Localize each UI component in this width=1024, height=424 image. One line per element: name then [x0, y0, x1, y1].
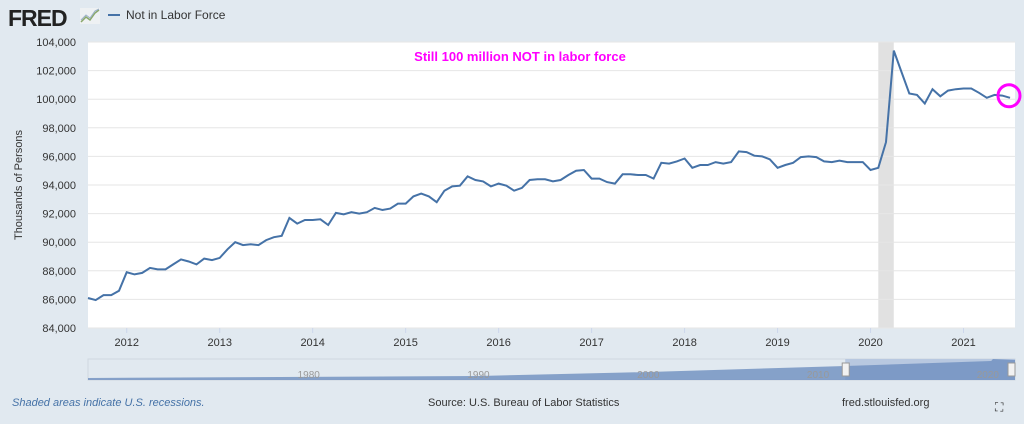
y-tick-label: 86,000	[42, 294, 76, 306]
recession-note: Shaded areas indicate U.S. recessions.	[12, 397, 205, 409]
legend[interactable]: Not in Labor Force	[108, 8, 225, 22]
chart-line-icon	[80, 8, 100, 24]
y-tick-label: 102,000	[36, 66, 76, 78]
fred-logo[interactable]: FRED	[8, 5, 68, 31]
navigator-handle[interactable]	[841, 362, 850, 377]
source-note: Source: U.S. Bureau of Labor Statistics	[428, 397, 620, 409]
y-tick-label: 90,000	[42, 237, 76, 249]
site-link[interactable]: fred.stlouisfed.org	[842, 397, 930, 409]
legend-swatch	[108, 14, 120, 16]
x-tick-label: 2020	[858, 337, 882, 349]
y-tick-label: 104,000	[36, 37, 76, 49]
y-tick-label: 96,000	[42, 151, 76, 163]
navigator-tick-label: 2000	[637, 370, 660, 381]
x-tick-label: 2015	[393, 337, 417, 349]
navigator-area	[88, 359, 1015, 380]
navigator-tick-label: 2010	[807, 370, 830, 381]
x-tick-label: 2021	[951, 337, 975, 349]
navigator-handle[interactable]	[1007, 362, 1016, 377]
fullscreen-icon[interactable]: ⛶	[995, 400, 1004, 414]
x-tick-label: 2014	[300, 337, 324, 349]
y-tick-label: 98,000	[42, 123, 76, 135]
x-tick-label: 2018	[672, 337, 696, 349]
series-line	[87, 50, 1011, 302]
x-tick-label: 2013	[207, 337, 231, 349]
legend-label: Not in Labor Force	[126, 8, 226, 22]
y-tick-label: 94,000	[42, 180, 76, 192]
navigator-tick-label: 1980	[298, 370, 321, 381]
x-tick-label: 2016	[486, 337, 510, 349]
y-tick-label: 92,000	[42, 209, 76, 221]
annotation-circle	[996, 83, 1022, 109]
y-axis-label: Thousands of Persons	[13, 129, 25, 240]
navigator-tick-label: 1990	[467, 370, 490, 381]
annotation-text: Still 100 million NOT in labor force	[414, 49, 626, 64]
x-tick-label: 2012	[114, 337, 138, 349]
x-tick-label: 2017	[579, 337, 603, 349]
y-tick-label: 88,000	[42, 266, 76, 278]
y-tick-label: 84,000	[42, 323, 76, 335]
y-tick-label: 100,000	[36, 94, 76, 106]
x-tick-label: 2019	[765, 337, 789, 349]
navigator-tick-label: 2020	[977, 370, 1000, 381]
